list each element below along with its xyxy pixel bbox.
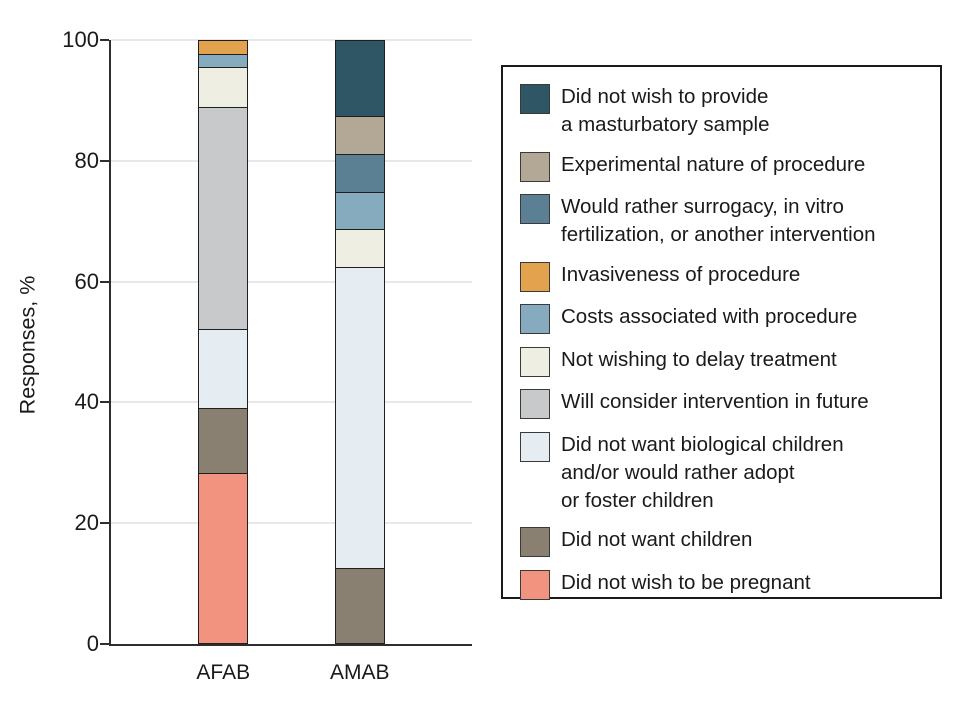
legend-item: Would rather surrogacy, in vitro fertili… (520, 194, 928, 249)
legend-label: Experimental nature of procedure (561, 152, 866, 176)
legend-swatch (520, 431, 550, 462)
legend-swatch (520, 569, 550, 600)
legend-label: Costs associated with procedure (561, 305, 858, 328)
bar-segment (335, 266, 384, 568)
bar-segment (199, 329, 248, 408)
bar-segment (199, 54, 248, 68)
bar-segment (335, 191, 384, 230)
legend-swatch (520, 304, 550, 334)
legend-label: Did not want biological children and/or … (561, 432, 844, 512)
y-axis-title: Responses, % (15, 275, 40, 415)
y-tick-mark (100, 522, 109, 525)
x-category-label: AFAB (196, 661, 251, 684)
gridline (111, 522, 472, 525)
bar-segment (335, 153, 384, 192)
legend-item: Not wishing to delay treatment (520, 346, 928, 377)
legend-label: Will consider intervention in future (561, 390, 869, 413)
legend-swatch (520, 84, 550, 114)
bar-segment (199, 473, 248, 643)
bar-amab (334, 40, 385, 644)
bar-segment (199, 41, 248, 55)
bar-segment (199, 67, 248, 107)
gridline (111, 159, 472, 162)
bar-segment (199, 407, 248, 474)
legend-item: Did not wish to provide a masturbatory s… (520, 84, 928, 139)
y-tick-label: 60 (74, 268, 99, 294)
legend-item: Did not want children (520, 527, 928, 557)
legend-swatch (520, 527, 550, 557)
bar-segment (335, 229, 384, 267)
legend-item: Will consider intervention in future (520, 389, 928, 419)
legend-label: Would rather surrogacy, in vitro fertili… (561, 195, 876, 246)
x-category-label: AMAB (329, 661, 390, 684)
y-tick-label: 20 (74, 510, 99, 536)
y-tick-label: 0 (86, 631, 99, 656)
legend-box: Did not wish to provide a masturbatory s… (501, 65, 942, 600)
bar-segment (199, 106, 248, 330)
y-tick-mark (100, 280, 109, 283)
legend-item: Did not wish to be pregnant (520, 569, 928, 600)
legend-label: Invasiveness of procedure (561, 262, 801, 286)
legend-item: Costs associated with procedure (520, 304, 928, 334)
y-tick-label: 100 (62, 27, 99, 52)
bar-segment (335, 41, 384, 117)
legend-label: Did not wish to provide a masturbatory s… (561, 85, 770, 136)
y-tick-mark (100, 401, 109, 404)
y-tick-label: 40 (74, 389, 99, 415)
bar-segment (335, 116, 384, 154)
bar-segment (335, 567, 384, 643)
legend-swatch (520, 261, 550, 292)
legend-item: Experimental nature of procedure (520, 151, 928, 182)
bar-afab (198, 40, 249, 644)
y-tick-mark (100, 39, 109, 41)
legend-item: Invasiveness of procedure (520, 261, 928, 292)
legend-swatch (520, 389, 550, 419)
y-tick-mark (100, 159, 109, 162)
gridline (111, 401, 472, 404)
legend-label: Did not wish to be pregnant (561, 570, 811, 594)
gridline (111, 39, 472, 41)
legend-swatch (520, 194, 550, 224)
plot-area: 0 20 40 60 80 100 AFAB AMAB (62, 29, 472, 684)
legend-item: Did not want biological children and/or … (520, 431, 928, 515)
y-tick-mark (100, 643, 109, 645)
legend-label: Did not want children (561, 528, 753, 551)
legend-swatch (520, 346, 550, 377)
y-tick-label: 80 (74, 147, 99, 173)
gridline (111, 280, 472, 283)
legend-swatch (520, 151, 550, 182)
legend-label: Not wishing to delay treatment (561, 347, 837, 371)
